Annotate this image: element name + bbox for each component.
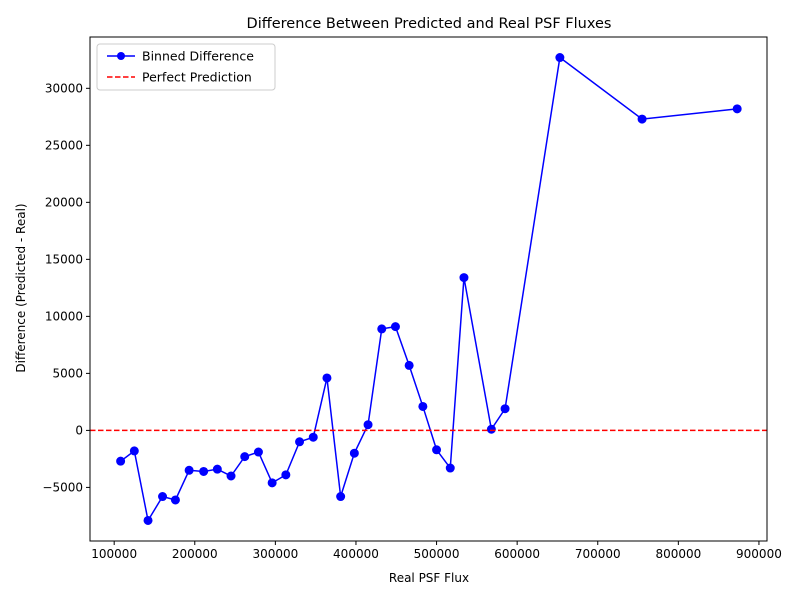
plot-area: 100000 200000 300000 400000 500000 600000 7000… [42,36,782,561]
plot-frame [89,36,768,542]
y-tick-label: −5000 [42,480,83,494]
data-point [129,446,139,456]
y-tick-label: 15000 [45,252,83,266]
data-point [363,420,373,430]
x-tick-label: 100000 [91,547,137,561]
legend-label: Perfect Prediction [142,70,252,85]
x-tick-label: 500000 [414,547,460,561]
y-tick-label: 10000 [45,309,83,323]
data-point [143,515,153,525]
data-point [226,471,236,481]
y-tick-label: 30000 [45,81,83,95]
data-point [184,465,194,475]
data-point [500,404,510,414]
data-point [253,447,263,457]
x-tick-label: 400000 [333,547,379,561]
x-axis-label: Real PSF Flux [389,571,469,585]
x-tick-label: 800000 [655,547,701,561]
x-tick-label: 300000 [252,547,298,561]
data-point [732,104,742,114]
data-point [199,466,209,476]
y-axis-label: Difference (Predicted - Real) [14,203,28,372]
x-tick-label: 900000 [736,547,782,561]
y-tick-label: 25000 [45,138,83,152]
x-tick-label: 200000 [172,547,218,561]
data-point [555,53,565,63]
data-point [486,424,496,434]
data-point [116,456,126,466]
data-point [308,432,318,442]
data-point [322,373,332,383]
data-point [390,322,400,332]
data-point [267,478,277,488]
data-point [336,492,346,502]
data-point [418,401,428,411]
y-tick-label: 5000 [52,366,83,380]
data-point [432,445,442,455]
y-tick-label: 0 [75,423,83,437]
data-point [158,492,168,502]
legend-box [96,43,276,91]
data-point [295,437,305,447]
data-point [459,273,469,283]
data-point [240,452,250,462]
legend-marker [117,52,125,60]
data-point [445,463,455,473]
data-point [212,464,222,474]
data-point [404,360,414,370]
data-point [281,470,291,480]
legend: Binned Difference Perfect Prediction [96,43,276,91]
x-tick-label: 600000 [494,547,540,561]
data-point [637,114,647,124]
data-point [377,324,387,334]
data-point [170,495,180,505]
legend-label: Binned Difference [142,49,254,64]
chart-title: Difference Between Predicted and Real PS… [247,16,612,32]
x-tick-label: 700000 [575,547,621,561]
y-tick-label: 20000 [45,195,83,209]
data-point [349,448,359,458]
